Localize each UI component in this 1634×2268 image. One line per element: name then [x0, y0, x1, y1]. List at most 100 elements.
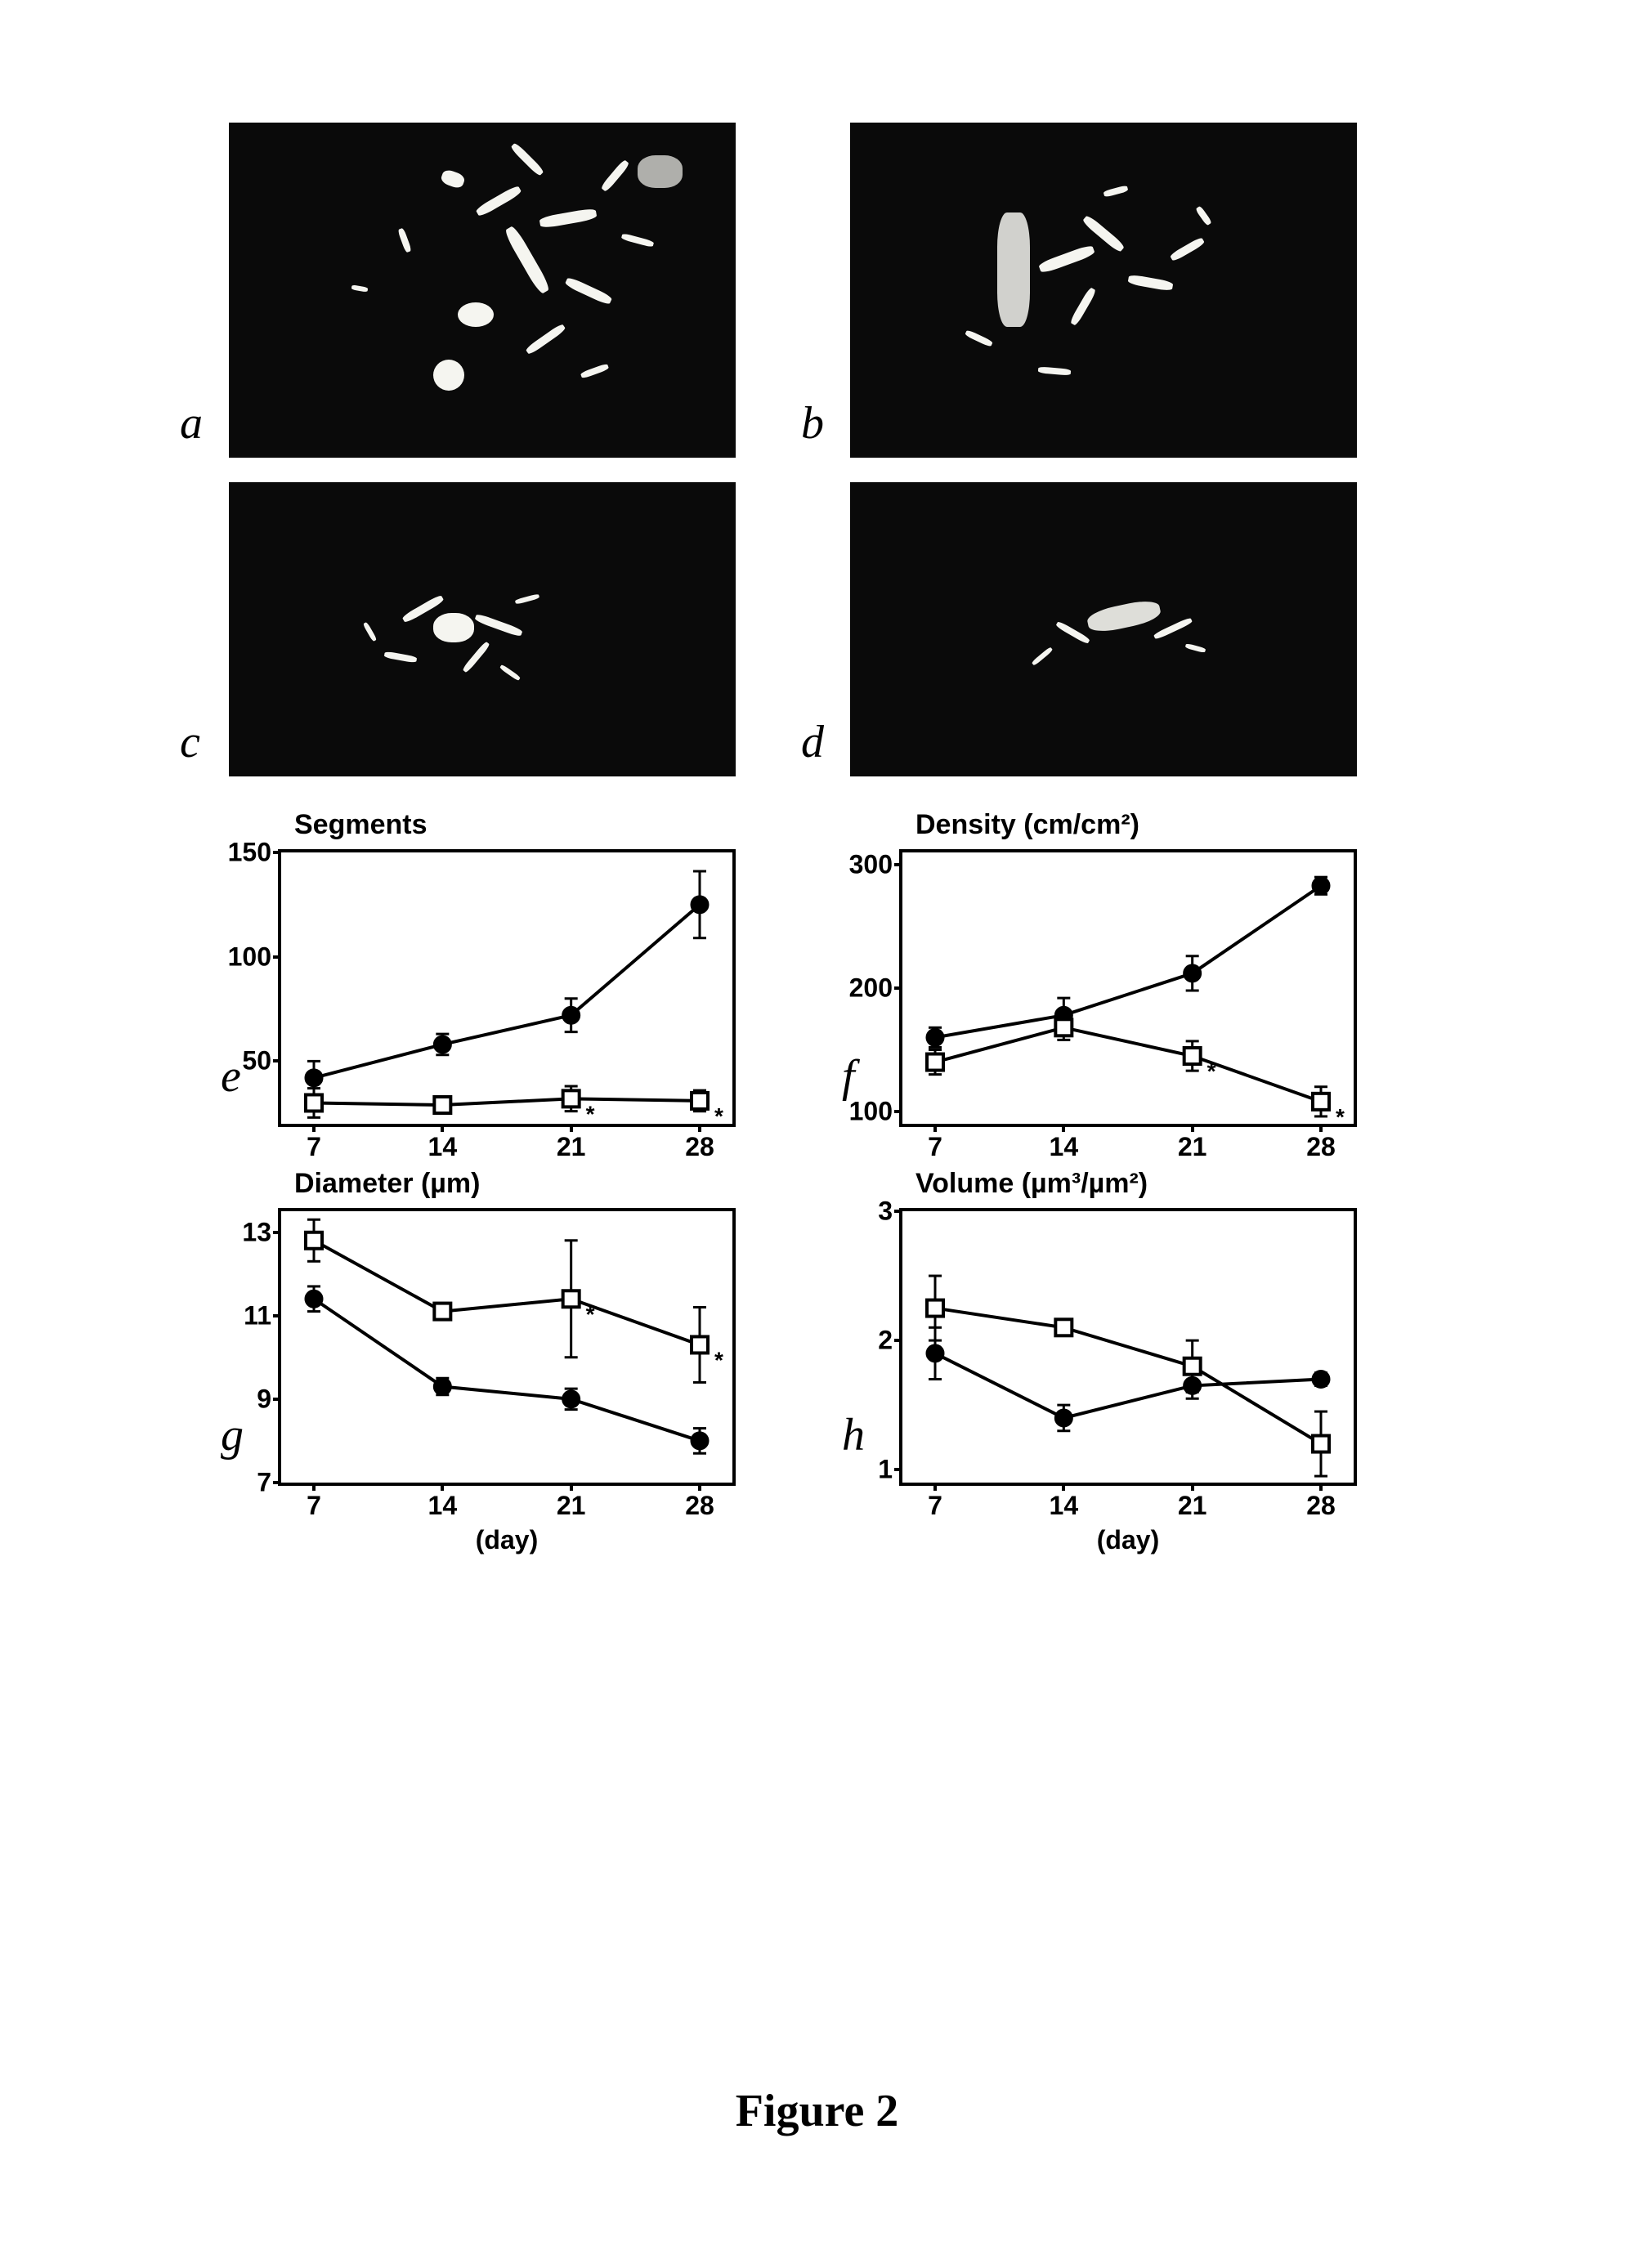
panel-label-c: c — [180, 716, 200, 768]
xtick-label: 7 — [928, 1132, 942, 1162]
ytick-mark — [273, 1314, 281, 1317]
xtick-mark — [698, 1483, 701, 1491]
ytick-label: 1 — [878, 1455, 893, 1485]
chart-g: 7911137142128** — [278, 1208, 736, 1486]
xtick-label: 7 — [307, 1132, 321, 1162]
xtick-label: 28 — [1306, 1491, 1336, 1521]
svg-text:*: * — [714, 1103, 723, 1124]
ytick-mark — [894, 1210, 902, 1213]
panel-d: d — [850, 482, 1406, 776]
xtick-mark — [312, 1483, 316, 1491]
panel-label-b: b — [801, 397, 824, 450]
xtick-label: 7 — [307, 1491, 321, 1521]
panel-label-f: f — [842, 1050, 855, 1103]
xtick-mark — [698, 1124, 701, 1132]
ytick-mark — [894, 1110, 902, 1113]
xtick-label: 21 — [557, 1491, 586, 1521]
xaxis-label-g: (day) — [476, 1525, 538, 1555]
panel-label-h: h — [842, 1409, 865, 1461]
panel-h: Volume (µm³/µm²) 1237142128 (day) h — [850, 1168, 1406, 1486]
ytick-mark — [273, 1059, 281, 1062]
ytick-mark — [273, 851, 281, 854]
svg-text:*: * — [1336, 1104, 1345, 1124]
ytick-mark — [273, 1231, 281, 1234]
chart-grid: Segments 501001507142128** e Density (cm… — [229, 809, 1406, 1486]
chart-h: 1237142128 — [899, 1208, 1357, 1486]
ytick-mark — [894, 863, 902, 866]
xtick-label: 14 — [428, 1132, 458, 1162]
chart-svg: ** — [281, 1211, 732, 1483]
ytick-label: 7 — [257, 1468, 271, 1498]
xtick-label: 28 — [685, 1491, 714, 1521]
xaxis-label-h: (day) — [1097, 1525, 1159, 1555]
xtick-label: 28 — [685, 1132, 714, 1162]
xtick-label: 14 — [1050, 1132, 1079, 1162]
xtick-label: 14 — [1050, 1491, 1079, 1521]
ytick-label: 150 — [228, 838, 271, 868]
xtick-mark — [570, 1124, 573, 1132]
svg-text:*: * — [714, 1347, 723, 1372]
chart-title-f: Density (cm/cm²) — [915, 809, 1406, 841]
ytick-mark — [273, 955, 281, 959]
ytick-label: 13 — [242, 1217, 271, 1247]
xtick-label: 14 — [428, 1491, 458, 1521]
micrograph-b — [850, 123, 1357, 458]
xtick-mark — [1062, 1483, 1065, 1491]
xtick-mark — [1191, 1124, 1194, 1132]
panel-c: c — [229, 482, 785, 776]
xtick-mark — [441, 1483, 444, 1491]
xtick-mark — [933, 1124, 937, 1132]
ytick-mark — [894, 1468, 902, 1471]
chart-title-h: Volume (µm³/µm²) — [915, 1168, 1406, 1200]
micrograph-d — [850, 482, 1357, 776]
panel-label-e: e — [221, 1050, 241, 1103]
chart-title-e: Segments — [294, 809, 785, 841]
panel-label-d: d — [801, 716, 824, 768]
xtick-mark — [441, 1124, 444, 1132]
chart-svg: ** — [902, 852, 1354, 1124]
panel-g: Diameter (µm) 7911137142128** (day) g — [229, 1168, 785, 1486]
ytick-label: 50 — [242, 1046, 271, 1076]
panel-b: b — [850, 123, 1406, 458]
ytick-mark — [894, 1339, 902, 1342]
xtick-mark — [1062, 1124, 1065, 1132]
micrograph-grid: a b — [229, 123, 1406, 776]
ytick-label: 300 — [849, 850, 893, 880]
micrograph-c — [229, 482, 736, 776]
svg-text:*: * — [1207, 1058, 1216, 1084]
xtick-mark — [933, 1483, 937, 1491]
xtick-label: 21 — [557, 1132, 586, 1162]
svg-text:*: * — [586, 1101, 595, 1124]
ytick-mark — [273, 1398, 281, 1401]
figure-caption: Figure 2 — [736, 2085, 899, 2137]
xtick-label: 28 — [1306, 1132, 1336, 1162]
xtick-label: 7 — [928, 1491, 942, 1521]
ytick-label: 200 — [849, 973, 893, 1004]
xtick-mark — [1191, 1483, 1194, 1491]
ytick-label: 9 — [257, 1384, 271, 1414]
chart-title-g: Diameter (µm) — [294, 1168, 785, 1200]
chart-f: 1002003007142128** — [899, 849, 1357, 1127]
xtick-label: 21 — [1178, 1132, 1207, 1162]
micrograph-a — [229, 123, 736, 458]
xtick-mark — [570, 1483, 573, 1491]
panel-f: Density (cm/cm²) 1002003007142128** f — [850, 809, 1406, 1127]
panel-a: a — [229, 123, 785, 458]
ytick-label: 100 — [228, 942, 271, 972]
panel-e: Segments 501001507142128** e — [229, 809, 785, 1127]
ytick-label: 100 — [849, 1096, 893, 1126]
ytick-label: 3 — [878, 1197, 893, 1227]
xtick-mark — [312, 1124, 316, 1132]
ytick-mark — [894, 986, 902, 990]
xtick-mark — [1319, 1483, 1323, 1491]
ytick-label: 11 — [244, 1300, 271, 1331]
figure-container: a b — [229, 123, 1406, 1486]
svg-text:*: * — [586, 1301, 595, 1326]
chart-e: 501001507142128** — [278, 849, 736, 1127]
xtick-mark — [1319, 1124, 1323, 1132]
ytick-mark — [273, 1481, 281, 1484]
ytick-label: 2 — [878, 1326, 893, 1356]
chart-svg: ** — [281, 852, 732, 1124]
panel-label-a: a — [180, 397, 203, 450]
panel-label-g: g — [221, 1409, 244, 1461]
